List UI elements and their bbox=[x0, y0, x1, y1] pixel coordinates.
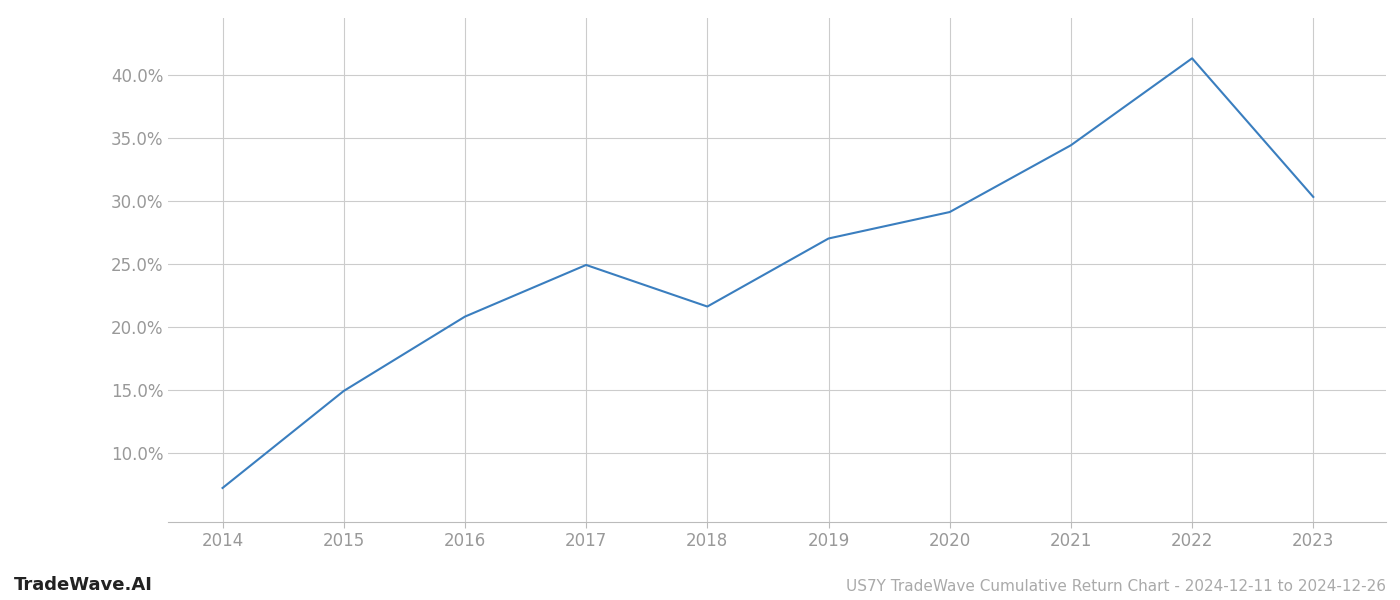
Text: US7Y TradeWave Cumulative Return Chart - 2024-12-11 to 2024-12-26: US7Y TradeWave Cumulative Return Chart -… bbox=[846, 579, 1386, 594]
Text: TradeWave.AI: TradeWave.AI bbox=[14, 576, 153, 594]
